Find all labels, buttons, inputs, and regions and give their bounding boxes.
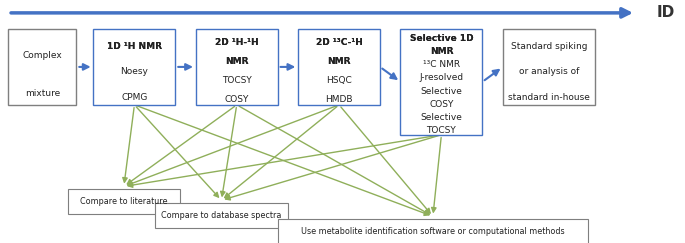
Text: HMDB: HMDB (325, 95, 353, 104)
Text: CPMG: CPMG (121, 93, 147, 102)
Text: 2D ¹³C-¹H: 2D ¹³C-¹H (316, 38, 362, 47)
FancyBboxPatch shape (155, 203, 288, 228)
FancyBboxPatch shape (8, 29, 77, 105)
Text: 2D ¹³C-¹H: 2D ¹³C-¹H (316, 38, 362, 47)
FancyBboxPatch shape (298, 29, 380, 105)
FancyBboxPatch shape (196, 29, 277, 105)
Text: or analysis of: or analysis of (519, 68, 579, 77)
Text: Compare to literature: Compare to literature (80, 197, 168, 206)
Text: TOCSY: TOCSY (222, 76, 251, 85)
Text: NMR: NMR (327, 57, 351, 66)
Text: 2D ¹H-¹H: 2D ¹H-¹H (215, 38, 258, 47)
Text: 1D ¹H NMR: 1D ¹H NMR (107, 42, 162, 51)
Text: NMR: NMR (429, 47, 453, 56)
Text: J-resolved: J-resolved (419, 73, 464, 82)
Text: Selective: Selective (421, 87, 462, 95)
FancyBboxPatch shape (503, 29, 595, 105)
Text: Complex: Complex (23, 51, 62, 60)
Text: NMR: NMR (225, 57, 249, 66)
Text: Noesy: Noesy (121, 68, 149, 77)
Text: COSY: COSY (429, 100, 453, 109)
Text: Selective 1D: Selective 1D (410, 34, 473, 43)
FancyBboxPatch shape (401, 29, 482, 135)
FancyBboxPatch shape (93, 29, 175, 105)
Text: Standard spiking: Standard spiking (510, 42, 587, 51)
Text: HSQC: HSQC (326, 76, 352, 85)
FancyBboxPatch shape (68, 189, 180, 214)
Text: mixture: mixture (25, 89, 60, 98)
Text: ¹³C NMR: ¹³C NMR (423, 60, 460, 69)
Text: NMR: NMR (225, 57, 249, 66)
Text: 1D ¹H NMR: 1D ¹H NMR (107, 42, 162, 51)
Text: NMR: NMR (327, 57, 351, 66)
FancyBboxPatch shape (277, 219, 588, 243)
Text: ID: ID (656, 5, 675, 20)
Text: Use metabolite identification software or computational methods: Use metabolite identification software o… (301, 227, 564, 236)
Text: Compare to database spectra: Compare to database spectra (161, 211, 282, 220)
Text: standard in-house: standard in-house (508, 93, 590, 102)
Text: TOCSY: TOCSY (427, 126, 456, 135)
Text: 2D ¹H-¹H: 2D ¹H-¹H (215, 38, 258, 47)
Text: NMR: NMR (429, 47, 453, 56)
Text: Selective 1D: Selective 1D (410, 34, 473, 43)
Text: Selective: Selective (421, 113, 462, 122)
Text: COSY: COSY (225, 95, 249, 104)
